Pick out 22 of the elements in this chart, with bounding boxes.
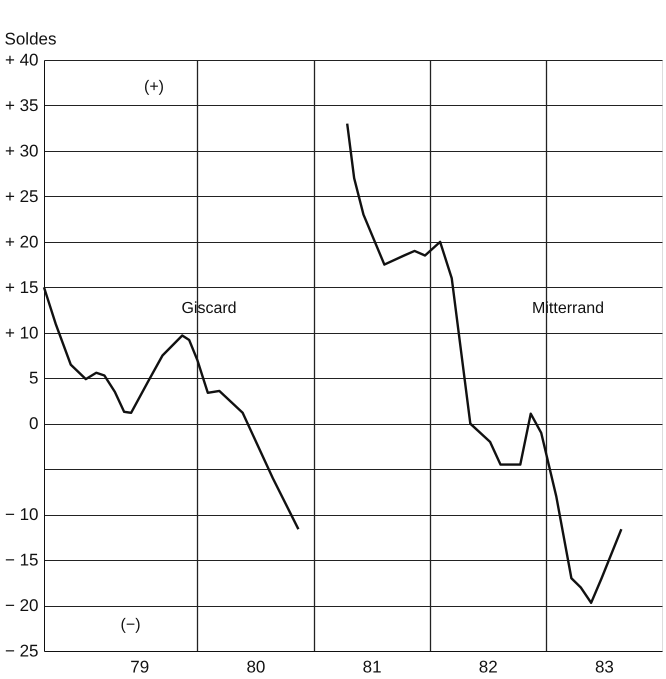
y-tick-label: + 40	[4, 50, 38, 70]
y-tick-label: + 10	[4, 323, 38, 342]
y-tick-label: + 20	[4, 232, 38, 252]
y-tick-label: 5	[29, 368, 38, 388]
y-tick-label: 0	[29, 414, 38, 434]
annotation: (+)	[144, 78, 164, 96]
annotation: (−)	[120, 616, 141, 634]
y-tick-label: + 15	[4, 278, 38, 297]
y-tick-label: − 25	[4, 642, 38, 660]
x-tick-label: 83	[594, 658, 614, 676]
x-tick-label: 81	[362, 658, 382, 676]
y-tick-label: + 35	[4, 96, 38, 115]
x-tick-label: 82	[478, 658, 498, 676]
x-tick-label: 80	[246, 658, 266, 676]
x-tick-label: 79	[130, 658, 150, 676]
line-series	[346, 122, 623, 604]
y-tick-label: − 10	[4, 505, 38, 524]
y-tick-label: + 25	[4, 186, 38, 206]
y-axis-title: Soldes	[4, 30, 56, 48]
y-tick-label: − 20	[4, 596, 38, 616]
y-tick-label: + 30	[4, 141, 38, 160]
y-tick-label: − 15	[4, 550, 38, 570]
